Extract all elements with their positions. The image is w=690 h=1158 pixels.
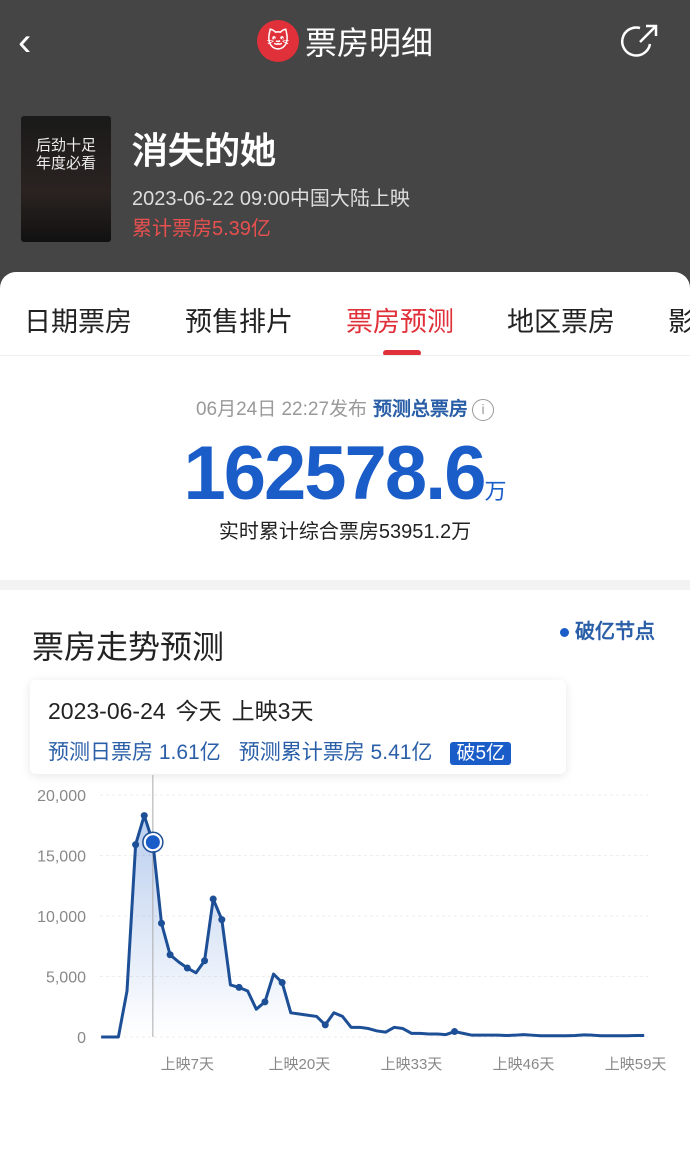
movie-poster[interactable]: 后劲十足 年度必看: [21, 116, 111, 242]
series-line: [101, 814, 645, 1039]
legend-label: 破亿节点: [575, 621, 655, 643]
tab-forecast[interactable]: 票房预测: [346, 307, 454, 337]
trend-title: 票房走势预测: [32, 629, 225, 665]
release-info: 2023-06-22 09:00中国大陆上映: [132, 188, 410, 210]
data-point: [209, 895, 217, 903]
data-point: [183, 964, 191, 972]
share-icon[interactable]: [620, 22, 660, 62]
x-tick-label: 上映46天: [493, 1056, 555, 1073]
x-tick-label: 上映20天: [269, 1056, 331, 1073]
forecast-total: 162578.6万: [0, 430, 690, 517]
header: ‹ 🐱 票房明细 后劲十足 年度必看 消失的她 2023-06-22 09:00…: [0, 0, 690, 300]
publish-time: 06月24日 22:27发布: [195, 399, 368, 420]
data-point: [235, 983, 243, 991]
highlight-ring: [142, 831, 164, 853]
page-title: 票房明细: [304, 25, 433, 61]
movie-title: 消失的她: [132, 130, 277, 171]
data-point: [218, 916, 226, 924]
tab-more[interactable]: 影: [668, 300, 690, 339]
data-point: [451, 1028, 459, 1036]
forecast-unit: 万: [484, 479, 507, 504]
y-tick-label: 20,000: [37, 788, 86, 805]
active-tab-indicator: [383, 350, 421, 355]
x-tick-label: 上映33天: [381, 1056, 443, 1073]
cumulative-box-office: 累计票房5.39亿: [132, 218, 271, 240]
info-icon[interactable]: i: [472, 398, 495, 421]
data-point: [166, 951, 174, 959]
page-title-group: 🐱 票房明细: [0, 18, 690, 64]
tooltip-date: 2023-06-24: [48, 698, 166, 724]
tooltip-today: 今天: [175, 698, 222, 724]
maoyan-logo-icon: 🐱: [256, 20, 299, 62]
highlight-point: [143, 833, 162, 852]
data-point: [132, 841, 140, 849]
legend-dot-icon: [560, 628, 569, 638]
data-point: [321, 1021, 329, 1029]
tooltip-daily: 预测日票房 1.61亿: [48, 741, 221, 764]
y-tick-label: 10,000: [37, 909, 86, 926]
realtime-box-office: 实时累计综合票房53951.2万: [218, 521, 472, 543]
data-point: [157, 919, 165, 927]
divider: [0, 580, 690, 590]
tooltip-total: 预测累计票房 5.41亿: [238, 741, 433, 764]
content-card: 日期票房 预售排片 票房预测 地区票房 影 06月24日 22:27发布预测总票…: [0, 272, 690, 1158]
data-point: [278, 979, 286, 987]
data-point: [201, 957, 209, 965]
milestone-badge: 破5亿: [450, 742, 512, 765]
tab-region[interactable]: 地区票房: [507, 307, 615, 337]
tooltip-day: 上映3天: [231, 698, 314, 724]
publish-row: 06月24日 22:27发布 预测总票房 i: [0, 394, 690, 421]
x-tick-label: 上映59天: [605, 1056, 667, 1073]
tab-presale[interactable]: 预售排片: [185, 307, 293, 337]
legend: 破亿节点: [560, 615, 655, 644]
x-tick-label: 上映7天: [161, 1056, 214, 1073]
y-tick-label: 15,000: [37, 849, 86, 866]
area-fill: [101, 815, 645, 1037]
forecast-value: 162578.6: [183, 431, 486, 516]
chevron-left-icon[interactable]: ‹: [18, 20, 32, 64]
y-tick-label: 5,000: [46, 970, 86, 987]
y-tick-label: 0: [77, 1030, 86, 1047]
forecast-total-label: 预测总票房: [373, 399, 469, 420]
data-point: [261, 998, 269, 1006]
chart-tooltip: 2023-06-24 今天 上映3天 预测日票房 1.61亿 预测累计票房 5.41亿…: [30, 680, 566, 774]
tab-daily-box-office[interactable]: 日期票房: [24, 307, 132, 337]
data-point: [140, 812, 148, 820]
tab-bar: 日期票房 预售排片 票房预测 地区票房 影: [0, 272, 690, 356]
